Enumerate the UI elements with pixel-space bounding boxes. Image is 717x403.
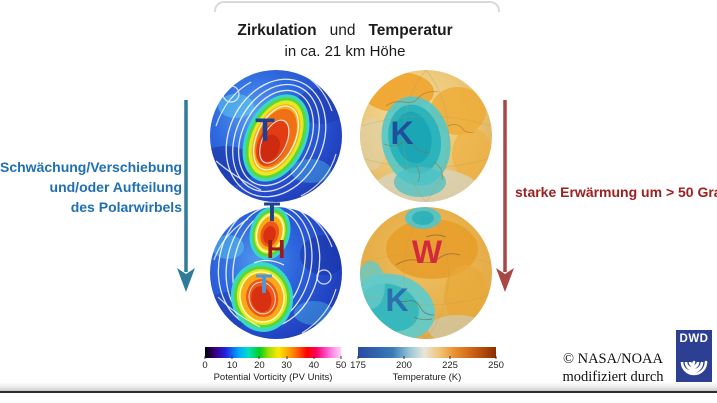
temperature-colorbar-label: Temperature (K) (392, 372, 462, 383)
left-annotation-line3: des Polarwirbels (70, 199, 182, 215)
temp-tick-175: 175 (350, 360, 366, 371)
globe-temperature-before (360, 70, 492, 202)
temperature-colorbar-ticks: 175 200 225 250 (350, 356, 504, 371)
credit-text: © NASA/NOAA modifiziert durch (548, 350, 678, 386)
temp-tick-200: 200 (396, 360, 412, 371)
title-word-und: und (329, 22, 356, 39)
pv-tick-20: 20 (254, 360, 265, 371)
left-annotation-line1: Schwächung/Verschiebung (0, 159, 183, 175)
left-annotation: Schwächung/Verschiebung und/oder Aufteil… (0, 157, 182, 217)
pv-colorbar-label: Potential Vorticity (PV Units) (213, 372, 333, 383)
temperature-colorbar (358, 347, 496, 358)
temp-tick-250: 250 (488, 360, 504, 371)
label-tief-lower-bottom-left-globe: T (255, 269, 273, 299)
globe-temperature-after (360, 207, 492, 339)
label-kalt-bottom-right-globe: K (385, 282, 409, 318)
label-kalt-top-right-globe: K (390, 115, 414, 151)
blue-down-arrow (177, 100, 195, 292)
globe-vorticity-after (210, 207, 342, 339)
title-word-zirkulation: Zirkulation (237, 22, 317, 39)
temp-tick-225: 225 (442, 360, 458, 371)
red-down-arrow (496, 100, 514, 292)
pv-colorbar (205, 347, 341, 358)
pv-colorbar-ticks: 0 10 20 30 40 50 (202, 356, 346, 371)
pv-tick-50: 50 (335, 360, 347, 371)
dwd-logo: DWD (676, 330, 712, 389)
bottom-border-line (0, 391, 717, 393)
label-tief-top-left-globe: T (255, 112, 275, 148)
pv-tick-10: 10 (226, 360, 238, 371)
label-hoch-bottom-left-globe: H (266, 234, 286, 264)
dwd-spiral-icon (680, 360, 708, 376)
title-word-temperatur: Temperatur (368, 22, 453, 39)
pv-tick-40: 40 (308, 360, 320, 371)
top-frame-edge (214, 1, 500, 12)
bottom-gradient-strip (0, 382, 717, 391)
label-tief-upper-bottom-left-globe: T (263, 197, 281, 227)
pv-tick-30: 30 (281, 360, 292, 371)
page-title: Zirkulation und Temperatur in ca. 21 km Hö… (195, 22, 495, 60)
pv-tick-0: 0 (202, 360, 208, 371)
right-annotation: starke Erwärmung um > 50 Grad (515, 184, 717, 200)
credit-line1: © NASA/NOAA (562, 351, 664, 367)
title-subtitle: in ca. 21 km Höhe (284, 43, 406, 60)
globe-vorticity-before (210, 70, 342, 202)
dwd-logo-text: DWD (679, 333, 709, 345)
left-annotation-line2: und/oder Aufteilung (49, 179, 182, 195)
credit-line2: modifiziert durch (562, 369, 664, 385)
label-warm-bottom-right-globe: W (411, 234, 443, 270)
